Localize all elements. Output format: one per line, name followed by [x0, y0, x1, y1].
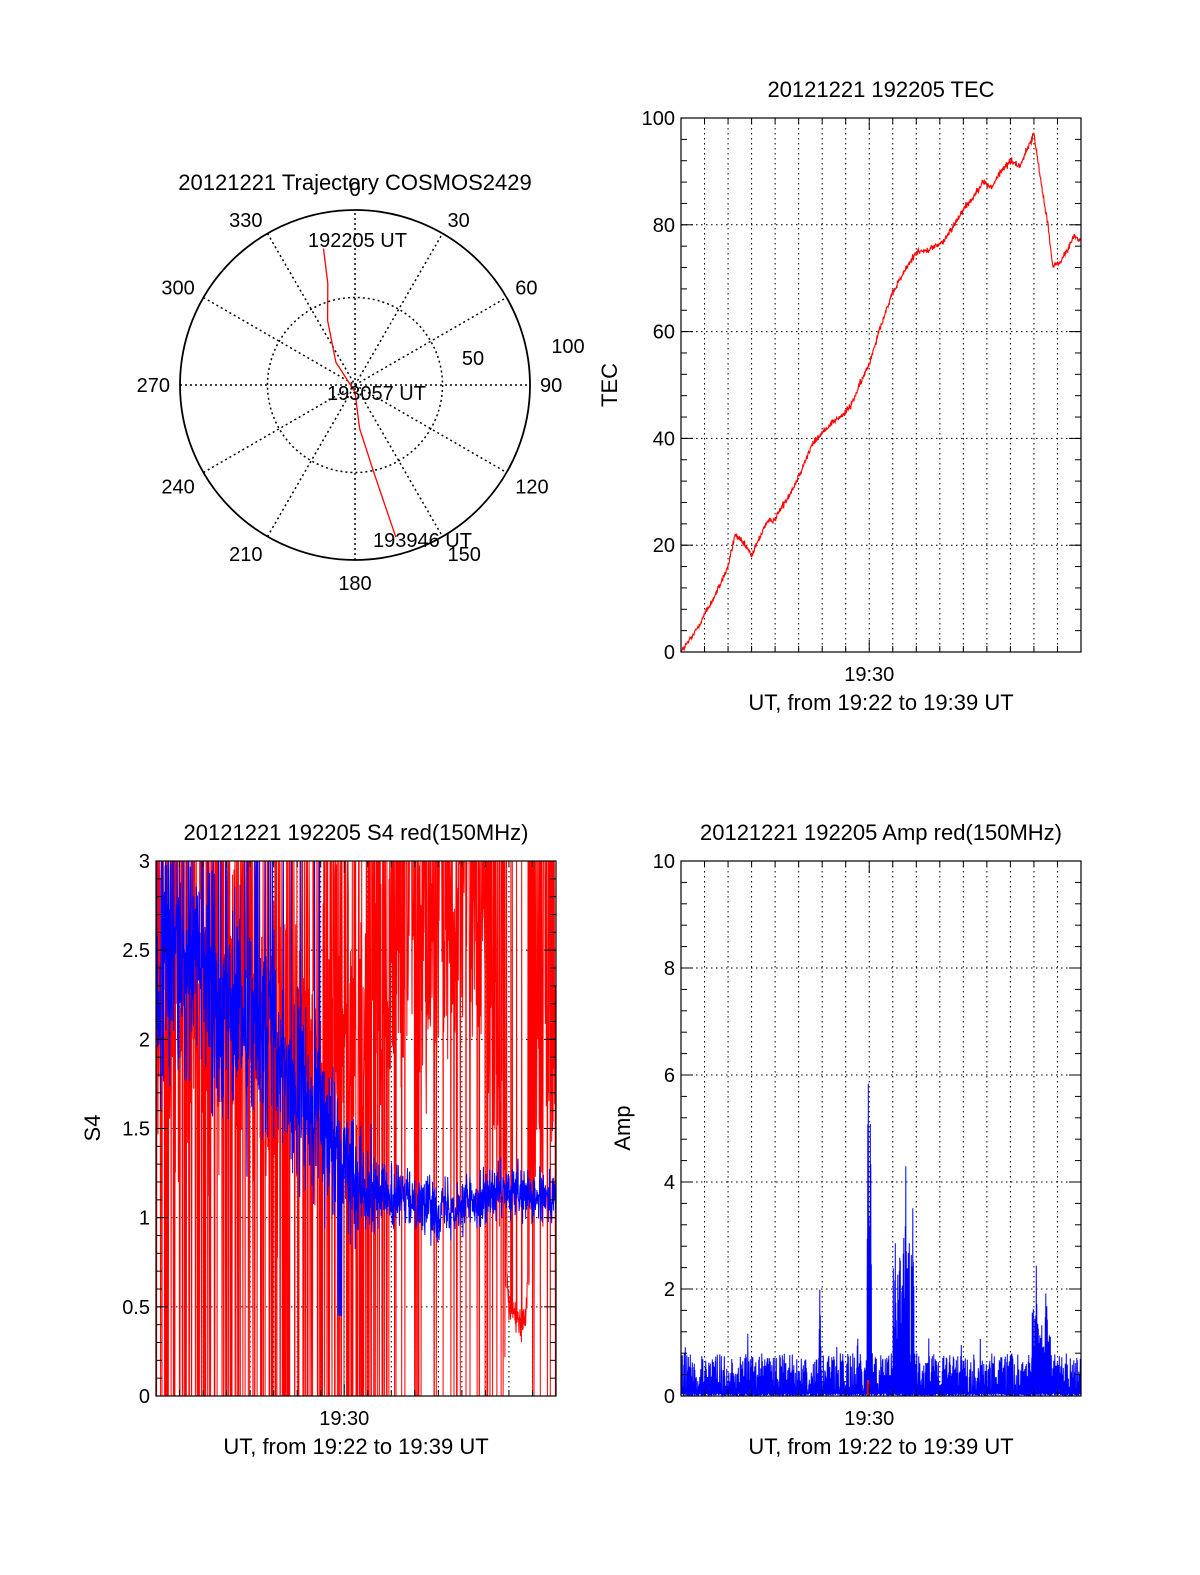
amp-plot: 20121221 192205 Amp red(150MHz) 0246810 … [610, 820, 1082, 1459]
s4-y-axis-label: S4 [80, 1115, 105, 1142]
azimuth-label-120: 120 [515, 477, 548, 499]
tec-y-tick-label: 0 [664, 642, 675, 664]
tec-ticks: 0 20 40 60 80 100 [642, 108, 1081, 664]
s4-y-tick-label: 0.5 [122, 1297, 150, 1319]
s4-plot: 20121221 192205 S4 red(150MHz) 0 0.5 1 1.5 2… [80, 820, 557, 1459]
amp-x-tick-label: 19:30 [844, 1408, 894, 1430]
azimuth-label-150: 150 [448, 544, 481, 566]
tec-y-tick-label: 60 [653, 322, 675, 344]
azimuth-label-240: 240 [161, 477, 194, 499]
amp-y-tick-label: 8 [664, 958, 675, 980]
azimuth-label-0: 0 [349, 179, 360, 201]
tec-title: 20121221 192205 TEC [767, 77, 994, 102]
tec-y-tick-label: 20 [653, 535, 675, 557]
s4-y-tick-label: 2.5 [122, 940, 150, 962]
tec-y-tick-label: 100 [642, 108, 675, 130]
s4-ticks: 0 0.5 1 1.5 2 2.5 3 [122, 851, 556, 1408]
amp-blue-line [680, 1083, 1082, 1398]
trajectory-mid-label: 193057 UT [327, 383, 426, 405]
amp-x-axis-label: UT, from 19:22 to 19:39 UT [748, 1434, 1013, 1459]
s4-x-axis-label: UT, from 19:22 to 19:39 UT [223, 1434, 488, 1459]
amp-title: 20121221 192205 Amp red(150MHz) [700, 820, 1062, 845]
tec-grid [681, 118, 1081, 652]
azimuth-label-90: 90 [540, 375, 562, 397]
s4-title: 20121221 192205 S4 red(150MHz) [184, 820, 529, 845]
trajectory-plot: 20121221 Trajectory COSMOS2429 0 30 60 90 12… [137, 170, 585, 595]
s4-y-tick-label: 2 [139, 1029, 150, 1051]
polar-inner-circle [266, 296, 444, 474]
radial-label-50: 50 [462, 348, 484, 370]
polar-spoke [266, 233, 444, 537]
tec-series [680, 132, 1082, 653]
tec-y-tick-label: 40 [653, 428, 675, 450]
amp-y-tick-label: 6 [664, 1065, 675, 1087]
polar-azimuth-labels: 0 30 60 90 120 150 180 210 240 270 300 330 [137, 179, 563, 595]
azimuth-label-330: 330 [229, 210, 262, 232]
s4-y-tick-label: 0 [139, 1386, 150, 1408]
azimuth-label-180: 180 [338, 573, 371, 595]
trajectory-end-label: 193946 UT [373, 530, 472, 552]
amp-ticks: 0 2 4 6 8 10 [653, 851, 1081, 1408]
azimuth-label-30: 30 [448, 210, 470, 232]
tec-axes-frame [680, 117, 1082, 653]
tec-x-axis-label: UT, from 19:22 to 19:39 UT [748, 690, 1013, 715]
tec-plot: 20121221 192205 TEC 0 20 40 60 80 100 19:30 U… [597, 77, 1082, 715]
tec-line [680, 132, 1082, 653]
trajectory-start-label: 192205 UT [308, 230, 407, 252]
polar-grid [179, 209, 531, 561]
s4-y-tick-label: 1 [139, 1208, 150, 1230]
s4-y-tick-label: 1.5 [122, 1119, 150, 1141]
azimuth-label-210: 210 [229, 544, 262, 566]
radial-label-100: 100 [551, 336, 584, 358]
azimuth-label-300: 300 [161, 278, 194, 300]
s4-blue-line [155, 860, 557, 1317]
azimuth-label-270: 270 [137, 375, 170, 397]
s4-y-tick-label: 3 [139, 851, 150, 873]
amp-series [680, 1083, 1082, 1398]
amp-y-tick-label: 4 [664, 1172, 675, 1194]
amp-y-axis-label: Amp [610, 1105, 635, 1150]
tec-y-tick-label: 80 [653, 215, 675, 237]
trajectory-line [322, 248, 397, 538]
amp-grid [681, 861, 1081, 1396]
s4-x-tick-label: 19:30 [319, 1408, 369, 1430]
tec-x-tick-label: 19:30 [844, 664, 894, 686]
azimuth-label-60: 60 [515, 278, 537, 300]
amp-y-tick-label: 2 [664, 1279, 675, 1301]
tec-y-axis-label: TEC [597, 363, 622, 407]
amp-y-tick-label: 0 [664, 1386, 675, 1408]
amp-y-tick-label: 10 [653, 851, 675, 873]
amp-axes-frame [680, 860, 1082, 1397]
trajectory-title: 20121221 Trajectory COSMOS2429 [178, 170, 531, 195]
